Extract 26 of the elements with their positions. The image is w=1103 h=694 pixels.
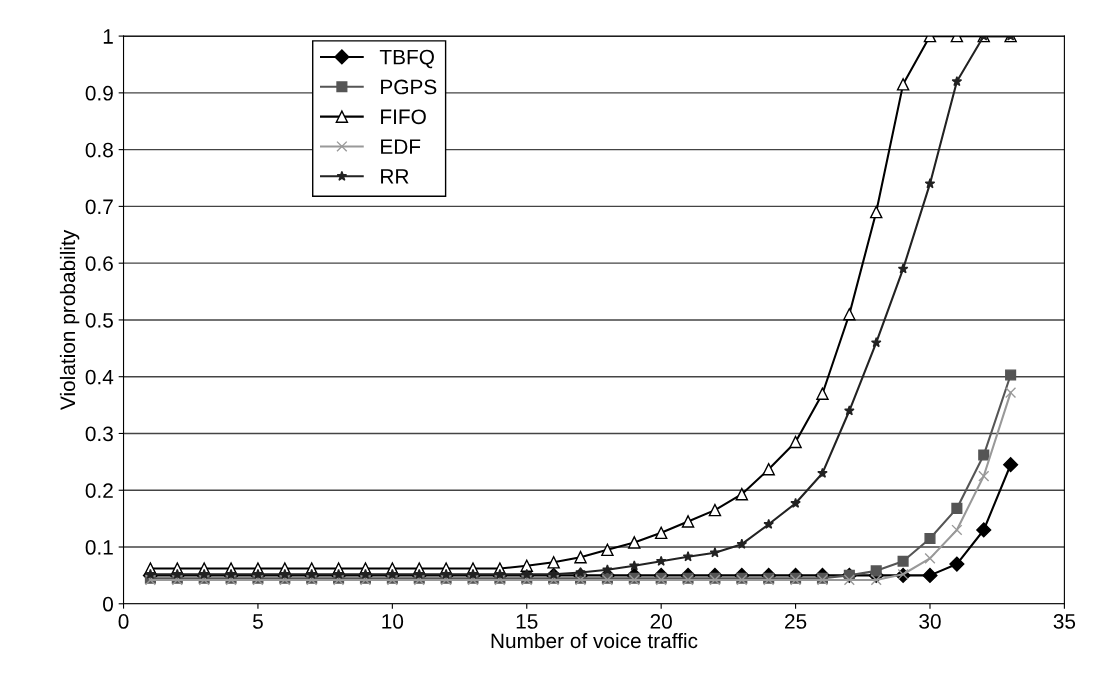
x-tick-label: 5 — [252, 614, 263, 629]
y-tick-label: 0.9 — [85, 85, 113, 101]
y-tick-label: 0 — [103, 596, 113, 612]
x-tick-label: 10 — [382, 614, 404, 629]
legend-label: PGPS — [381, 79, 437, 95]
y-tick-label: 0.1 — [85, 540, 113, 555]
x-tick-label: 0 — [118, 614, 129, 629]
x-tick-label: 15 — [516, 614, 538, 629]
x-tick-label: 35 — [1053, 614, 1076, 629]
x-axis-title: Number of voice traffic — [491, 632, 698, 649]
y-tick-label: 0.5 — [85, 312, 113, 328]
y-tick-label: 0.8 — [85, 142, 113, 158]
legend-label: EDF — [381, 139, 421, 154]
y-tick-label: 0.4 — [85, 369, 114, 385]
y-tick-label: 0.6 — [85, 256, 113, 271]
y-tick-label: 1 — [103, 29, 113, 44]
y-tick-label: 0.3 — [85, 426, 113, 442]
y-tick-label: 0.2 — [85, 483, 113, 498]
y-axis-title: Violation probability — [59, 229, 80, 410]
x-tick-label: 30 — [919, 614, 941, 629]
x-tick-label: 20 — [650, 614, 672, 629]
legend-label: FIFO — [381, 109, 426, 125]
x-tick-label: 25 — [785, 614, 807, 629]
y-tick-label: 0.7 — [85, 199, 113, 215]
legend-label: RR — [381, 169, 409, 184]
legend-label: TBFQ — [379, 49, 434, 69]
